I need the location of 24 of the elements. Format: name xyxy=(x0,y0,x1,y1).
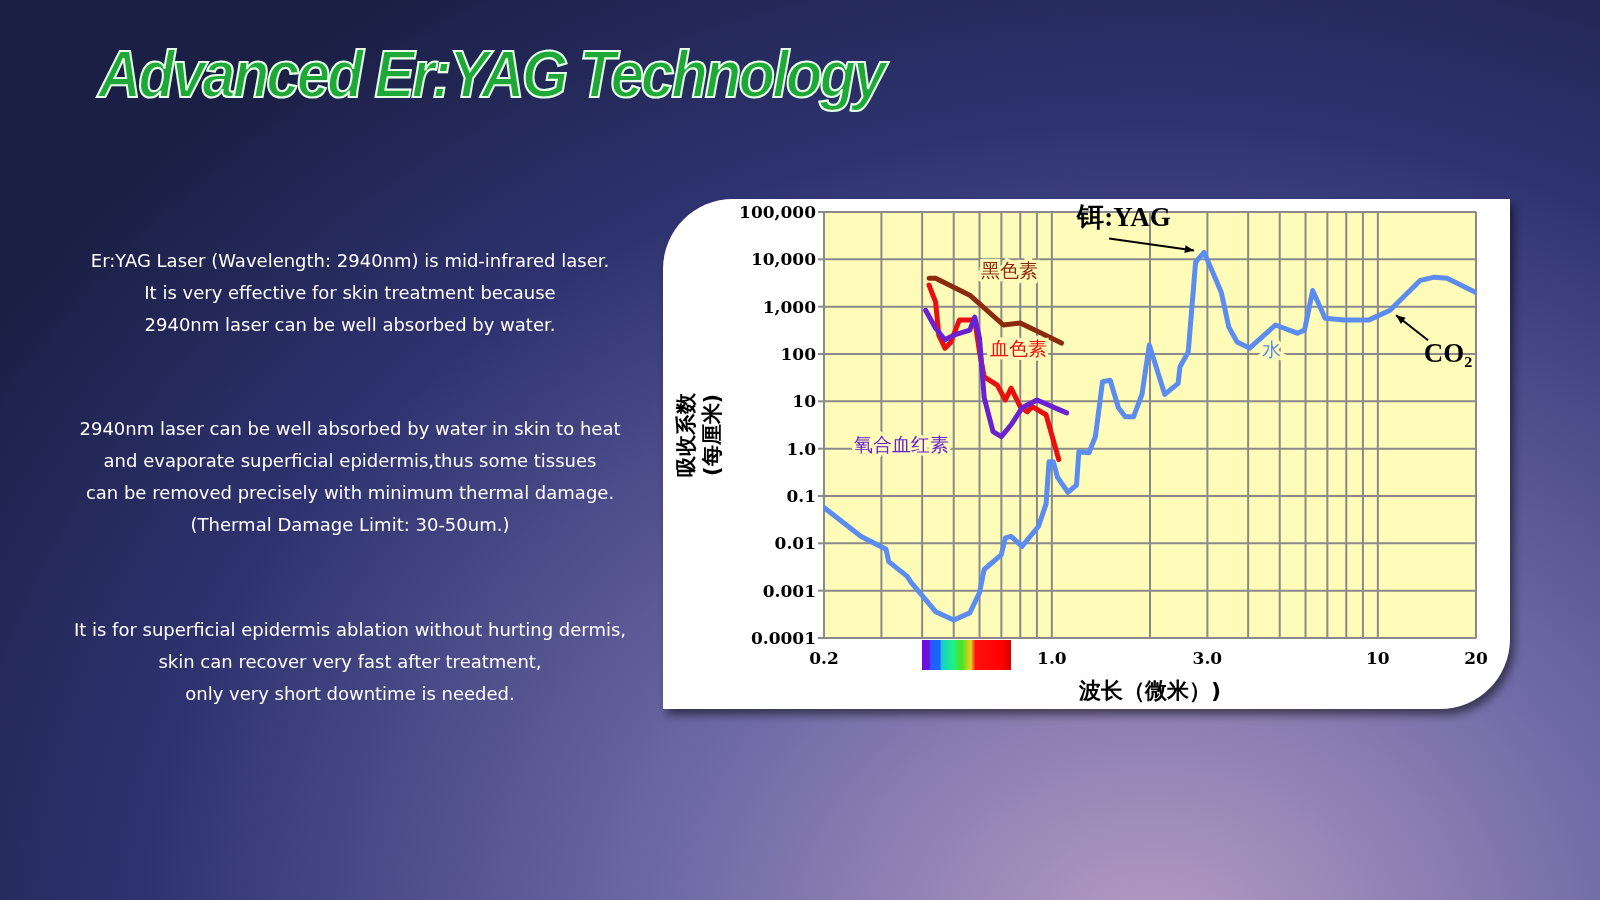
y-tick-label: 1.0 xyxy=(786,438,817,459)
text: It is for superficial epidermis ablation without hurting dermis, skin can recover very fast after treatment, only very short downtime is needed. xyxy=(72,618,628,706)
x-tick-label: 10 xyxy=(1366,648,1390,669)
text: Er:YAG Laser (Wavelength: 2940nm) is mid-infrared laser. It is very effective for skin treatment because 2940nm laser can be well absorbed by water. xyxy=(89,249,611,337)
x-tick-label: 20 xyxy=(1464,648,1488,669)
y-tick-label: 100,000 xyxy=(739,202,817,223)
y-tick-label: 0.1 xyxy=(786,486,816,507)
x-tick-label: 3.0 xyxy=(1192,648,1223,669)
x-tick-label: 1.0 xyxy=(1037,648,1067,669)
series-label: 血色素 xyxy=(989,336,1047,359)
y-tick-label: 10,000 xyxy=(750,249,817,270)
annotation: CO₂ xyxy=(1423,338,1473,369)
y-tick-label: 0.01 xyxy=(774,533,816,554)
y-tick-label: 0.0001 xyxy=(750,628,816,649)
y-axis-title: 吸收系数 (每厘米) xyxy=(674,392,724,477)
x-axis-title: 波长（微米）) xyxy=(1077,678,1222,703)
text: 氧合血红素 xyxy=(853,432,949,455)
y-tick-label: 1,000 xyxy=(762,296,817,317)
x-tick-label: 0.2 xyxy=(809,648,839,669)
y-tick-label: 0.001 xyxy=(762,580,816,601)
annotation: 铒:YAG xyxy=(1076,202,1171,233)
y-tick-label: 10 xyxy=(792,391,817,412)
y-tick-label: 100 xyxy=(780,344,817,365)
text: 2940nm laser can be well absorbed by water in skin to heat and evaporate superficial epidermis,thus some tissues can be removed precisely with minimum thermal damage. (Thermal Damage Limit: 30-50um.) xyxy=(78,417,622,537)
